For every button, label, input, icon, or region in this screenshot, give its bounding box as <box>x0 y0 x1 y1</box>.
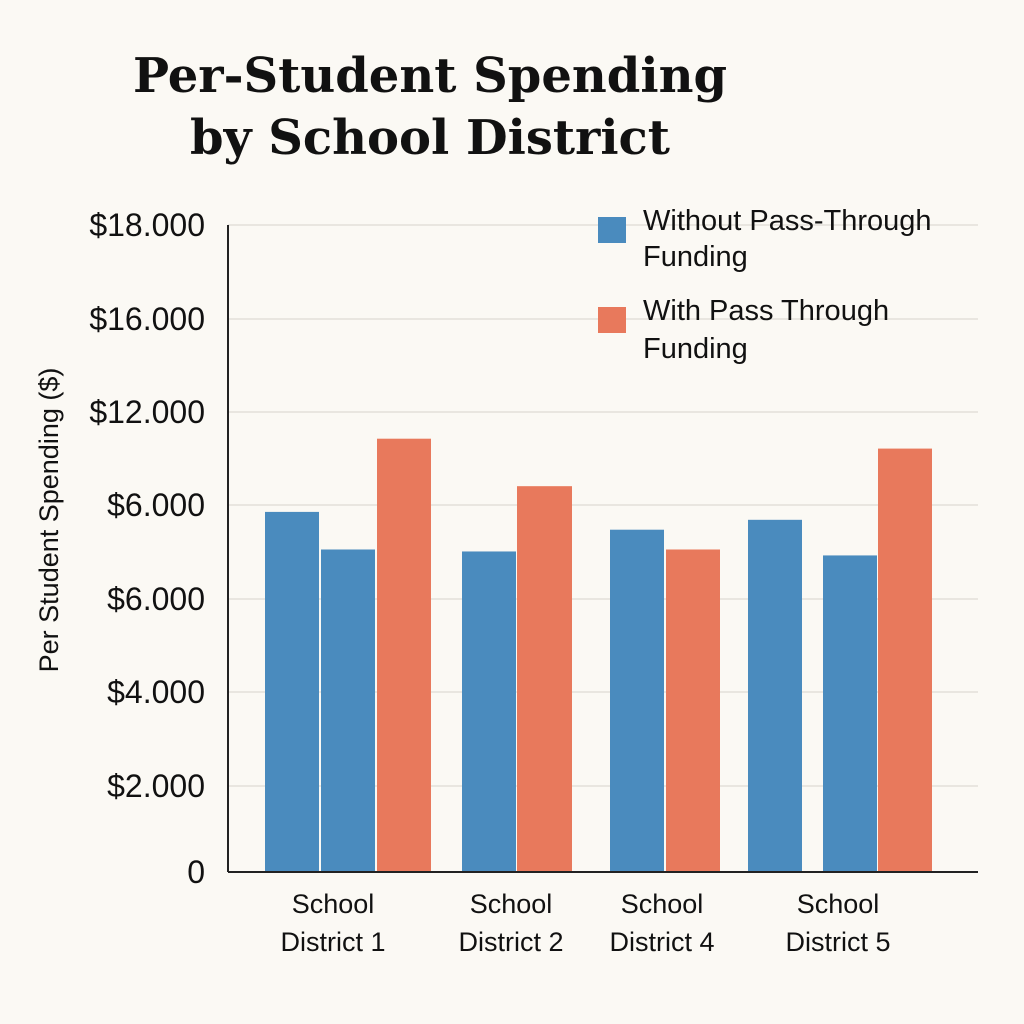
legend-label-2-line-2: Funding <box>643 333 748 365</box>
category-label-4-line-1: School <box>797 889 880 919</box>
category-label-4-line-2: District 5 <box>785 927 890 957</box>
y-tick-label-0: 0 <box>187 854 205 890</box>
bar-district-2-2 <box>517 486 572 872</box>
bar-district-1-3 <box>377 438 431 872</box>
y-tick-label-5: $12.000 <box>89 394 205 430</box>
bar-district-4-3 <box>878 448 932 872</box>
bar-district-3-2 <box>666 549 720 872</box>
y-tick-label-2: $4.000 <box>107 674 205 710</box>
legend-swatch-2 <box>598 307 626 333</box>
chart-title-line-1: Per-Student Spending <box>132 48 728 104</box>
bar-district-3-1 <box>610 529 664 872</box>
y-tick-label-1: $2.000 <box>107 768 205 804</box>
category-label-3-line-1: School <box>621 889 704 919</box>
y-tick-label-4: $6.000 <box>107 487 205 523</box>
y-axis-label: Per Student Spending ($) <box>34 368 64 673</box>
y-tick-label-3: $6.000 <box>107 581 205 617</box>
legend-label-2-line-1: With Pass Through <box>643 295 889 327</box>
category-label-2-line-1: School <box>470 889 553 919</box>
chart-title-line-2: by School District <box>190 110 670 166</box>
bar-district-2-1 <box>462 551 516 872</box>
bar-district-1-2 <box>321 549 375 872</box>
bar-district-4-2 <box>823 555 877 872</box>
legend-label-1-line-2: Funding <box>643 241 748 273</box>
bar-district-1-1 <box>265 511 319 872</box>
chart-title: Per-Student Spending by School District <box>70 45 790 169</box>
y-tick-label-7: $18.000 <box>89 207 205 243</box>
legend-swatch-1 <box>598 217 626 243</box>
y-tick-label-6: $16.000 <box>89 301 205 337</box>
legend-label-1-line-1: Without Pass-Through <box>643 205 932 237</box>
category-label-2-line-2: District 2 <box>458 927 563 957</box>
category-label-3-line-2: District 4 <box>609 927 714 957</box>
category-label-1-line-1: School <box>292 889 375 919</box>
category-label-1-line-2: District 1 <box>280 927 385 957</box>
bar-district-4-1 <box>748 519 802 872</box>
